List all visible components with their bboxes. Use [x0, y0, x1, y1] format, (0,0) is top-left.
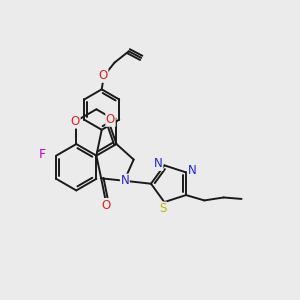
Text: F: F: [38, 148, 46, 161]
Text: N: N: [121, 174, 129, 187]
Text: O: O: [99, 69, 108, 82]
Text: O: O: [102, 199, 111, 212]
Text: S: S: [159, 202, 167, 215]
Text: N: N: [188, 164, 196, 177]
Text: O: O: [106, 113, 115, 126]
Text: N: N: [154, 158, 163, 170]
Text: O: O: [71, 115, 80, 128]
